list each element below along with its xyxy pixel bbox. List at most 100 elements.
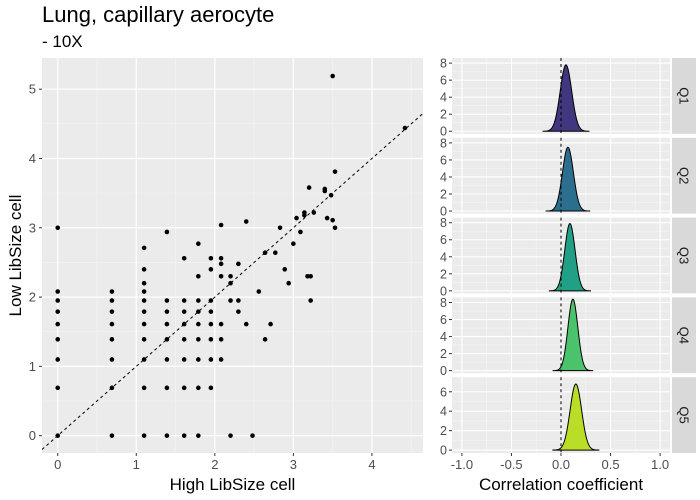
scatter-point [55, 309, 61, 314]
density-curve-q3 [548, 222, 592, 292]
scatter-point [141, 245, 147, 251]
scatter-y-tick-label: 4 [29, 151, 36, 166]
scatter-point [141, 321, 147, 327]
scatter-point [328, 192, 334, 198]
scatter-point [306, 185, 312, 190]
facet-y-tick-label: 6 [440, 153, 447, 167]
scatter-point [262, 250, 268, 256]
scatter-point [305, 273, 310, 279]
scatter-point [218, 222, 224, 228]
scatter-point [218, 321, 224, 327]
scatter-point [109, 309, 115, 314]
scatter-point [324, 215, 330, 221]
scatter-point [181, 385, 187, 391]
scatter-point [55, 385, 61, 391]
scatter-point [196, 298, 201, 303]
scatter-point [236, 309, 241, 314]
scatter-y-tick-label: 2 [29, 290, 36, 305]
facet-strip-background [672, 377, 696, 453]
scatter-point [268, 321, 273, 327]
facet-y-tick-label: 0 [440, 125, 447, 139]
scatter-point [208, 309, 214, 314]
chart-subtitle: - 10X [42, 32, 83, 51]
facet-y-tick-label: 0 [440, 284, 447, 298]
scatter-point [291, 241, 296, 247]
scatter-point [164, 298, 170, 303]
scatter-x-tick-label: 4 [368, 457, 375, 472]
scatter-point [164, 337, 170, 342]
facet-y-tick-label: 0 [440, 364, 447, 378]
facet-y-tick-label: 8 [440, 136, 447, 150]
facet-x-tick-label: 0.5 [602, 457, 620, 472]
scatter-point [286, 280, 291, 286]
scatter-point [109, 433, 115, 438]
scatter-point [208, 321, 214, 327]
scatter-point [218, 273, 224, 279]
scatter-point [164, 385, 170, 391]
scatter-point [196, 385, 201, 391]
scatter-point [196, 321, 201, 327]
facet-y-tick-label: 2 [440, 424, 447, 438]
scatter-point [228, 298, 233, 303]
scatter-point [322, 186, 328, 192]
scatter-point [141, 433, 147, 438]
scatter-point [330, 217, 335, 223]
scatter-point [181, 298, 187, 303]
facet-y-tick-label: 2 [440, 347, 447, 361]
facet-x-axis-label: Correlation coefficient [479, 475, 643, 494]
scatter-point [164, 433, 170, 438]
scatter-point [236, 298, 241, 303]
scatter-point [196, 337, 201, 342]
scatter-point [218, 357, 224, 362]
scatter-point [402, 125, 408, 131]
scatter-point [196, 357, 201, 362]
scatter-point [277, 225, 283, 231]
facet-y-tick-label: 8 [440, 57, 447, 71]
facet-y-tick-label: 4 [440, 330, 447, 344]
scatter-y-tick-label: 0 [29, 428, 36, 443]
scatter-point [141, 280, 147, 286]
facet-y-tick-label: 4 [440, 170, 447, 184]
scatter-point [141, 289, 147, 294]
scatter-point [208, 385, 214, 391]
scatter-point [164, 357, 170, 362]
scatter-point [243, 219, 249, 224]
scatter-point [55, 357, 61, 362]
scatter-point [181, 255, 187, 261]
scatter-point [298, 229, 303, 235]
scatter-point [330, 73, 335, 79]
scatter-point [109, 337, 115, 342]
scatter-point [55, 321, 61, 327]
scatter-point [109, 385, 115, 391]
scatter-point [256, 289, 262, 294]
scatter-panel-background [42, 58, 423, 453]
scatter-point [218, 261, 224, 267]
scatter-point [164, 229, 170, 235]
scatter-x-axis-label: High LibSize cell [170, 475, 296, 494]
facet-strip-background [672, 58, 696, 134]
scatter-point [262, 337, 268, 342]
scatter-point [141, 298, 147, 303]
facet-strip-label-q5: Q5 [677, 406, 692, 423]
scatter-point [332, 169, 338, 174]
scatter-point [208, 357, 214, 362]
scatter-point [228, 433, 233, 438]
scatter-point [181, 357, 187, 362]
scatter-point [181, 309, 187, 314]
scatter-point [236, 261, 241, 267]
scatter-point [141, 267, 147, 272]
scatter-point [196, 273, 201, 279]
scatter-point [141, 309, 147, 314]
scatter-point [311, 210, 317, 215]
scatter-point [55, 337, 61, 342]
facet-x-tick-label: -1.0 [451, 457, 473, 472]
facet-strip-label-q4: Q4 [677, 327, 692, 344]
facet-y-tick-label: 4 [440, 250, 447, 264]
scatter-point [228, 273, 233, 279]
density-curve-q2 [545, 146, 591, 212]
facet-y-tick-label: 4 [440, 91, 447, 105]
scatter-point [55, 289, 61, 294]
scatter-point [55, 298, 61, 303]
scatter-point [141, 357, 147, 362]
facet-y-tick-label: 6 [440, 385, 447, 399]
